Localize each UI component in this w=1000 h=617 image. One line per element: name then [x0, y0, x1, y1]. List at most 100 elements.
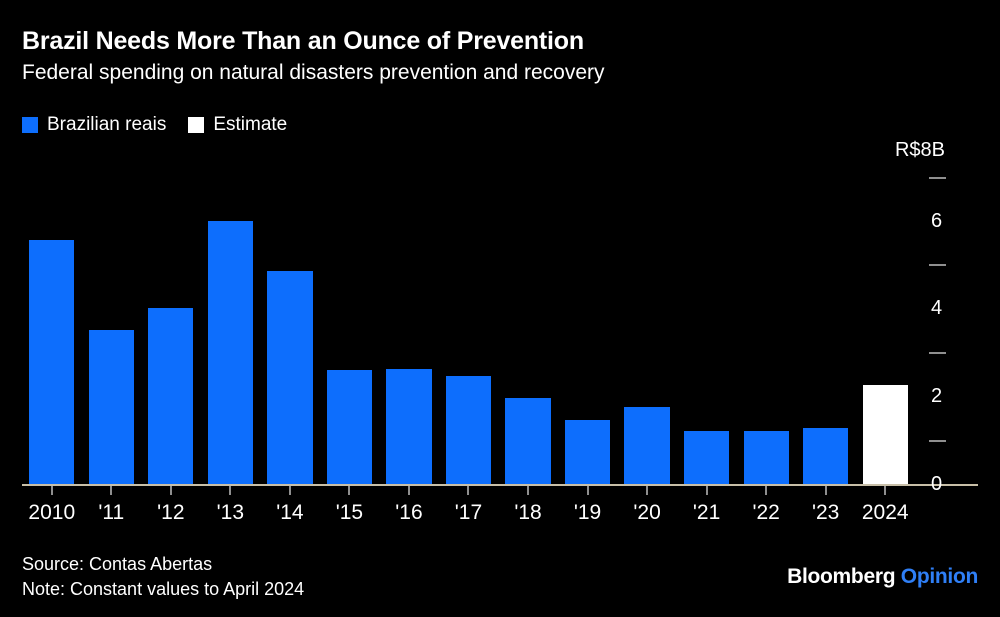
- y-axis-label: 0: [931, 473, 943, 495]
- x-tick-slot: [796, 486, 856, 495]
- x-tick-slot: [260, 486, 320, 495]
- y-tick-mark: [929, 264, 946, 267]
- x-axis-label: '16: [395, 501, 423, 524]
- bar-x14[interactable]: [267, 271, 313, 484]
- y-tick-mark: [929, 440, 946, 443]
- source-note: Source: Contas Abertas: [22, 554, 213, 574]
- x-axis-label: '20: [633, 501, 661, 524]
- bar-slot: [736, 170, 796, 484]
- bar-slot: [260, 170, 320, 484]
- x-axis-label: '23: [811, 501, 840, 524]
- bar-2024[interactable]: [862, 385, 908, 484]
- x-tick-slot: [201, 486, 261, 495]
- x-tick-slot: [141, 486, 201, 495]
- x-tick-slot: [22, 486, 82, 495]
- chart-footnotes: Source: Contas Abertas Note: Constant va…: [22, 552, 304, 602]
- bar-x21[interactable]: [683, 431, 730, 484]
- x-tick-slot: [617, 486, 677, 495]
- bar-slot: [558, 170, 618, 484]
- plot-area: [22, 170, 915, 484]
- page-subtitle: Federal spending on natural disasters pr…: [22, 61, 605, 84]
- bar-slot: [82, 170, 142, 484]
- bar-slot: [22, 170, 82, 484]
- x-tick-mark: [169, 486, 172, 495]
- x-tick-slot: [379, 486, 439, 495]
- x-axis-label: '21: [692, 501, 721, 524]
- bar-x19[interactable]: [564, 420, 611, 484]
- x-axis-ticks: [22, 486, 915, 495]
- x-axis-label: '11: [98, 501, 125, 524]
- x-axis-labels: 2010 '11 '12 '13 '14 '15 '16 '17 '18 '19 '20 '21 '22…: [22, 500, 915, 526]
- x-axis-label: '15: [335, 501, 364, 524]
- bloomberg-opinion-logo: Bloomberg Opinion: [787, 565, 978, 589]
- legend-item-label: Brazilian reais: [47, 114, 167, 135]
- x-tick-slot: [736, 486, 796, 495]
- y-axis-unit-label: R$8B: [894, 139, 945, 161]
- y-axis-label: 6: [931, 209, 943, 232]
- x-tick-mark: [348, 486, 351, 495]
- x-axis-label: '13: [216, 501, 245, 524]
- chart-legend: Brazilian reais Estimate: [22, 115, 287, 134]
- bar-slot: [439, 170, 499, 484]
- y-tick-mark: [929, 352, 946, 355]
- x-tick-mark: [407, 486, 410, 495]
- x-axis-label: '12: [157, 501, 185, 524]
- bar-x23[interactable]: [803, 427, 849, 484]
- chart-header: Brazil Needs More Than an Ounce of Preve…: [22, 26, 922, 86]
- y-tick-mark: [929, 176, 946, 179]
- bar-x22[interactable]: [743, 431, 789, 484]
- bar-slot: [201, 170, 261, 484]
- x-tick-mark: [586, 486, 589, 495]
- x-tick-mark: [467, 486, 470, 495]
- x-tick-slot: [558, 486, 618, 495]
- x-tick-mark: [50, 486, 53, 495]
- bar-slot: [379, 170, 439, 484]
- x-tick-slot: [855, 486, 915, 495]
- bar-x12[interactable]: [148, 308, 194, 484]
- bar-x15[interactable]: [326, 369, 373, 484]
- x-tick-slot: [82, 486, 142, 495]
- bar-x11[interactable]: [88, 330, 134, 484]
- bar-slot: [617, 170, 677, 484]
- page-title: Brazil Needs More Than an Ounce of Preve…: [22, 27, 584, 55]
- x-tick-mark: [884, 486, 887, 495]
- brand-section: Opinion: [900, 565, 979, 588]
- x-axis-label: '19: [573, 501, 602, 524]
- x-tick-mark: [110, 486, 113, 495]
- y-axis-label: 4: [931, 297, 943, 320]
- x-tick-mark: [824, 486, 827, 495]
- square-swatch-icon: [188, 116, 205, 133]
- x-tick-slot: [320, 486, 380, 495]
- x-tick-mark: [288, 486, 291, 495]
- bar-slot: [320, 170, 380, 484]
- bar-2010[interactable]: [29, 240, 75, 484]
- bar-group: [22, 170, 915, 484]
- x-axis-label: 2010: [28, 501, 76, 524]
- bar-x16[interactable]: [386, 368, 432, 484]
- x-tick-mark: [765, 486, 768, 495]
- x-tick-slot: [439, 486, 499, 495]
- legend-item-label: Estimate: [213, 114, 288, 135]
- x-axis-label: '18: [514, 501, 542, 524]
- bar-x18[interactable]: [505, 398, 551, 484]
- legend-item[interactable]: Estimate: [188, 115, 287, 134]
- y-axis: R$8B 6 4 2 0: [895, 140, 1000, 500]
- x-axis-label: '17: [454, 501, 483, 524]
- x-axis-label: 2024: [861, 501, 909, 524]
- x-axis-line: [22, 484, 978, 486]
- x-tick-mark: [229, 486, 232, 495]
- constant-values-note: Note: Constant values to April 2024: [22, 579, 305, 599]
- square-swatch-icon: [22, 116, 38, 133]
- x-tick-mark: [705, 486, 708, 495]
- x-axis-label: '14: [276, 501, 304, 524]
- bar-x20[interactable]: [624, 407, 670, 484]
- x-tick-mark: [646, 486, 649, 495]
- x-tick-slot: [498, 486, 558, 495]
- bar-x13[interactable]: [207, 220, 253, 484]
- x-axis-label: '22: [752, 501, 780, 524]
- legend-item[interactable]: Brazilian reais: [22, 115, 166, 134]
- bar-slot: [141, 170, 201, 484]
- bar-x17[interactable]: [445, 376, 492, 484]
- bar-slot: [498, 170, 558, 484]
